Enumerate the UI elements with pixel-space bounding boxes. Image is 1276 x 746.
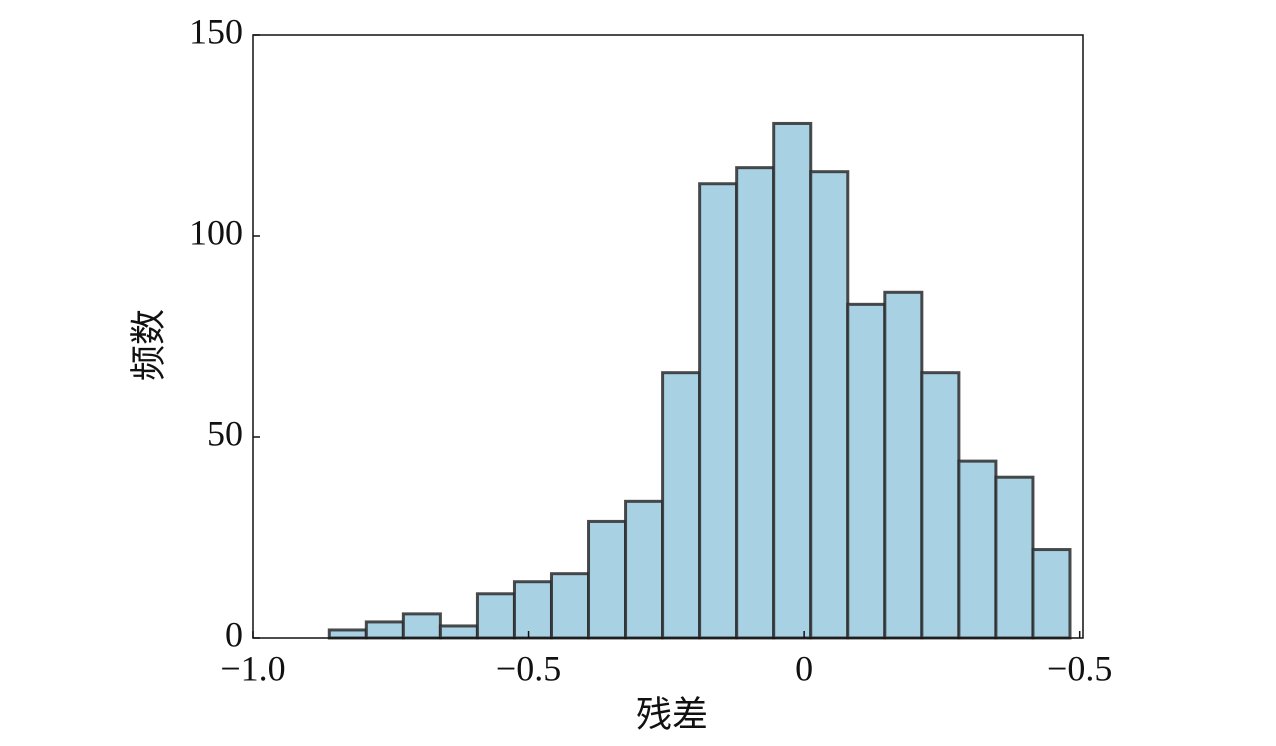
bar (512, 580, 553, 640)
bar (438, 624, 479, 640)
x-tick-label: −0.5 (496, 648, 561, 688)
bar (549, 572, 591, 640)
y-tick-label: 0 (225, 614, 243, 654)
bar (327, 628, 368, 640)
plot-frame (252, 34, 1084, 639)
bar (957, 459, 998, 640)
x-tick-label: −1.0 (220, 648, 285, 688)
y-tick-label: 150 (189, 11, 243, 51)
bar (735, 166, 776, 640)
x-tick-label: 0 (795, 648, 813, 688)
bar (661, 371, 702, 640)
bar (698, 182, 739, 640)
bar (364, 620, 405, 640)
bar (846, 302, 887, 640)
bar (624, 499, 665, 640)
x-axis-label: 残差 (636, 694, 708, 734)
bar (587, 519, 628, 640)
bar (772, 121, 813, 640)
bar (994, 475, 1035, 640)
y-axis-label: 频数 (128, 309, 168, 381)
y-tick-label: 50 (207, 413, 243, 453)
bar (401, 612, 442, 640)
x-tick-label: −0.5 (1047, 648, 1112, 688)
bar (475, 592, 516, 640)
bar (1031, 548, 1072, 640)
bar (883, 290, 924, 640)
bar (809, 170, 850, 640)
y-tick-label: 100 (189, 212, 243, 252)
bar (920, 371, 961, 640)
